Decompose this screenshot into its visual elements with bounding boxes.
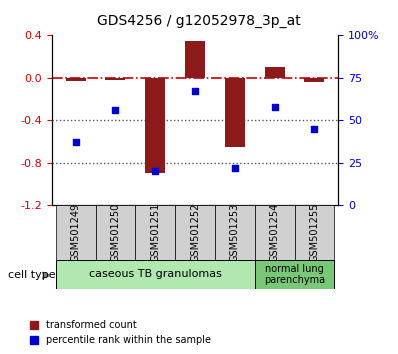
Text: GSM501252: GSM501252 (190, 203, 200, 262)
Bar (185, 41, 205, 78)
Bar (66, 78, 86, 81)
Point (192, 88, 198, 94)
FancyBboxPatch shape (175, 205, 215, 260)
Text: caseous TB granulomas: caseous TB granulomas (89, 269, 222, 279)
Point (152, 169, 158, 174)
FancyBboxPatch shape (215, 205, 255, 260)
Bar (225, 78, 245, 147)
FancyBboxPatch shape (56, 205, 96, 260)
Point (271, 104, 278, 110)
Text: GSM501250: GSM501250 (110, 203, 121, 262)
Point (311, 126, 318, 132)
FancyBboxPatch shape (255, 205, 295, 260)
Bar (265, 67, 285, 78)
Text: GSM501253: GSM501253 (230, 203, 240, 262)
Text: GSM501249: GSM501249 (70, 203, 81, 262)
Legend: transformed count, percentile rank within the sample: transformed count, percentile rank withi… (25, 316, 215, 349)
Text: GDS4256 / g12052978_3p_at: GDS4256 / g12052978_3p_at (97, 14, 301, 28)
Bar (145, 78, 165, 173)
FancyBboxPatch shape (56, 260, 255, 289)
Point (72, 139, 79, 145)
Text: GSM501255: GSM501255 (309, 203, 320, 262)
FancyBboxPatch shape (295, 205, 334, 260)
Text: normal lung
parenchyma: normal lung parenchyma (264, 263, 325, 285)
Bar (304, 78, 324, 82)
Text: cell type: cell type (8, 270, 56, 280)
FancyBboxPatch shape (255, 260, 334, 289)
Bar (105, 78, 125, 80)
Text: GSM501254: GSM501254 (269, 203, 280, 262)
FancyBboxPatch shape (135, 205, 175, 260)
Point (232, 165, 238, 171)
Point (112, 107, 119, 113)
FancyBboxPatch shape (96, 205, 135, 260)
Text: GSM501251: GSM501251 (150, 203, 160, 262)
